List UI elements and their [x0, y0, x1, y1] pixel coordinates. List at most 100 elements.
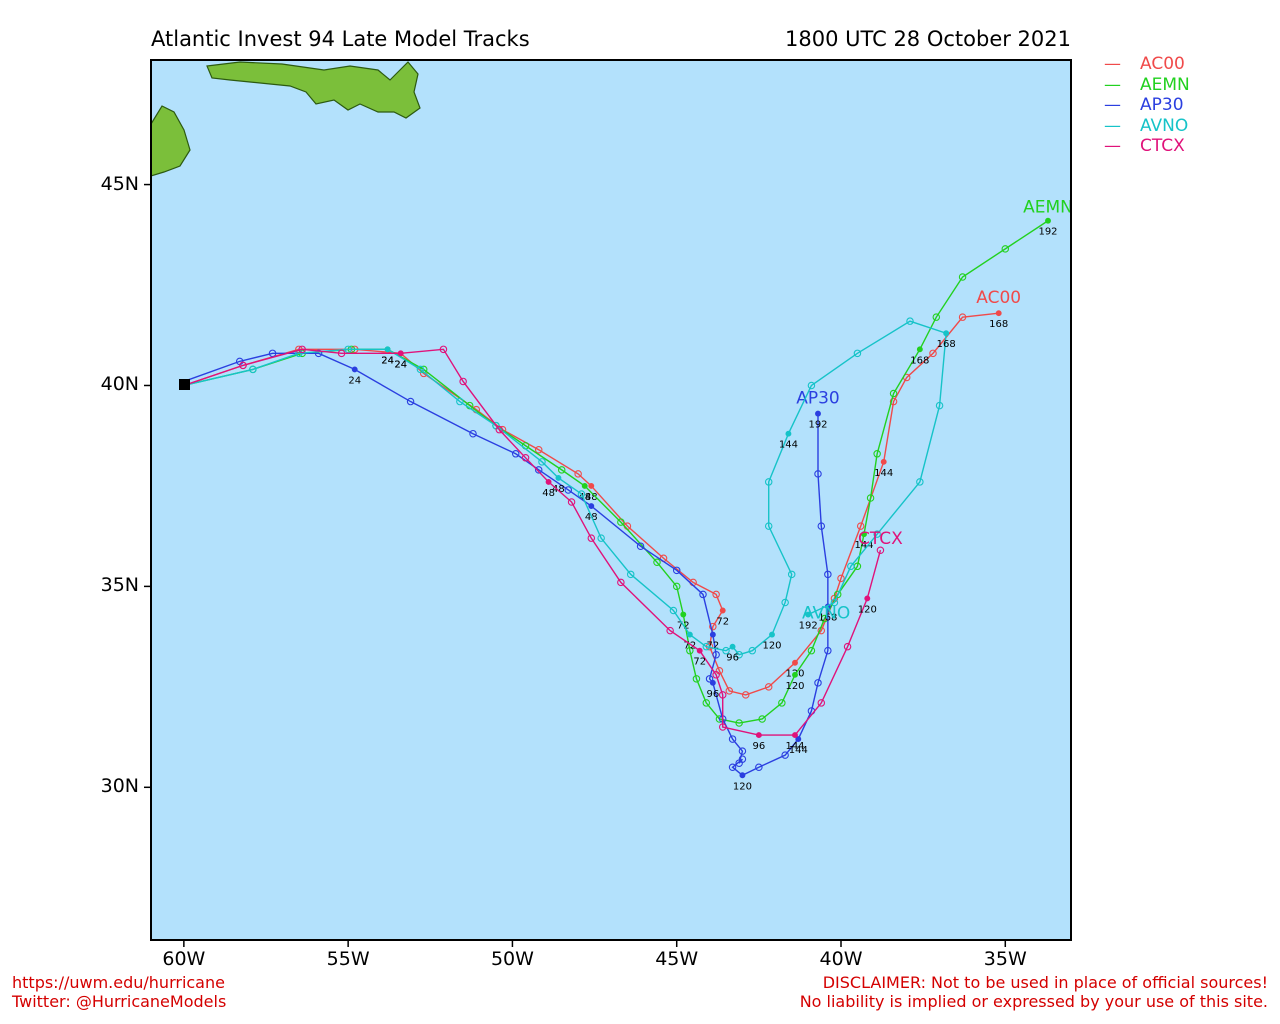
forecast-hour-label: 144	[874, 468, 893, 479]
lon-tick-label: 60W	[162, 948, 206, 970]
track-point	[958, 273, 967, 281]
track-point	[384, 346, 391, 353]
track-point	[864, 595, 871, 602]
track-point	[718, 723, 727, 731]
track-point	[929, 349, 937, 358]
track-point	[787, 570, 796, 579]
track-point	[567, 498, 576, 506]
track-point	[729, 643, 736, 650]
track-point	[298, 345, 306, 354]
forecast-hour-label: 24	[381, 355, 394, 366]
legend-item-aemn: — AEMN	[1104, 75, 1190, 95]
track-point	[814, 470, 822, 478]
track-point	[597, 534, 605, 542]
track-line-ap30	[183, 352, 829, 777]
track-point	[748, 646, 757, 655]
track-point	[672, 582, 681, 591]
disclaimer-line-1: DISCLAIMER: Not to be used in place of o…	[822, 973, 1268, 992]
nova-scotia-land	[150, 105, 191, 177]
map-title: Atlantic Invest 94 Late Model Tracks	[151, 27, 530, 51]
track-point	[719, 607, 726, 614]
track-point	[699, 590, 707, 599]
track-point	[538, 458, 546, 466]
track-point	[626, 570, 635, 579]
track-point	[557, 466, 566, 474]
track-point	[792, 732, 798, 739]
forecast-hour-label: 144	[789, 745, 808, 756]
track-point	[755, 732, 762, 739]
forecast-hour-label: 168	[937, 339, 956, 350]
forecast-hour-label: 168	[989, 319, 1008, 330]
lat-tick-label: 45N	[100, 172, 139, 195]
forecast-hour-label: 192	[808, 420, 827, 431]
track-point	[847, 562, 855, 571]
forecast-hour-label: 168	[910, 355, 929, 366]
track-point	[588, 482, 595, 489]
track-point	[741, 691, 750, 699]
track-point	[880, 458, 887, 465]
forecast-hour-label: 192	[1038, 227, 1057, 238]
legend-label: AP30	[1140, 95, 1184, 115]
track-point	[739, 772, 746, 779]
track-point	[792, 671, 798, 678]
track-point	[722, 646, 730, 655]
track-point	[439, 345, 448, 354]
track-point	[866, 494, 875, 502]
track-point	[702, 699, 711, 707]
disclaimer-line-2: No liability is implied or expressed by …	[799, 992, 1268, 1011]
forecast-hour-label: 96	[706, 689, 719, 700]
track-point	[728, 763, 737, 771]
track-point	[249, 365, 257, 374]
track-point	[873, 530, 881, 538]
track-point	[795, 736, 802, 743]
legend-swatch: —	[1104, 136, 1121, 156]
track-point	[406, 397, 415, 406]
lat-tick-label: 35N	[100, 574, 139, 597]
legend-item-ap30: — AP30	[1104, 95, 1184, 115]
track-end-label-ap30: AP30	[796, 389, 840, 409]
track-point	[564, 486, 573, 494]
forecast-hour-label: 72	[706, 641, 719, 652]
track-point	[824, 570, 832, 579]
track-point	[686, 631, 693, 638]
land-layer	[150, 61, 421, 177]
track-point	[906, 317, 914, 325]
track-point	[712, 671, 720, 679]
legend-swatch: —	[1104, 54, 1121, 74]
forecast-hour-label: 72	[716, 617, 729, 628]
track-point	[511, 450, 520, 458]
legend-item-ctcx: — CTCX	[1104, 136, 1185, 156]
track-point	[817, 522, 826, 530]
forecast-hour-label: 120	[785, 681, 804, 692]
forecast-hour-label: 48	[542, 488, 555, 499]
track-point	[709, 631, 716, 638]
legend-label: AC00	[1140, 54, 1185, 74]
track-point	[469, 429, 477, 438]
track-point	[686, 646, 694, 655]
track-point	[669, 606, 678, 615]
track-point	[725, 687, 734, 695]
track-point	[755, 763, 763, 771]
track-point	[889, 397, 898, 406]
track-point	[769, 631, 775, 638]
footer-twitter[interactable]: Twitter: @HurricaneModels	[12, 992, 227, 1011]
track-point	[351, 366, 358, 373]
track-point	[712, 650, 720, 659]
track-point	[807, 381, 816, 390]
track-point	[574, 470, 582, 478]
track-point	[239, 361, 247, 370]
track-point	[824, 646, 832, 655]
map-frame	[150, 59, 1072, 941]
track-point	[995, 310, 1002, 317]
lon-tick-label: 50W	[490, 948, 534, 970]
lon-tick-label: 40W	[819, 948, 863, 970]
track-point	[672, 566, 681, 575]
legend-label: AVNO	[1140, 115, 1189, 136]
track-point	[781, 751, 789, 759]
track-line-ctcx	[183, 348, 882, 736]
footer-url[interactable]: https://uwm.edu/hurricane	[12, 973, 225, 992]
lon-tick-label: 35W	[983, 948, 1027, 970]
track-point	[459, 377, 467, 386]
track-point	[314, 349, 323, 358]
